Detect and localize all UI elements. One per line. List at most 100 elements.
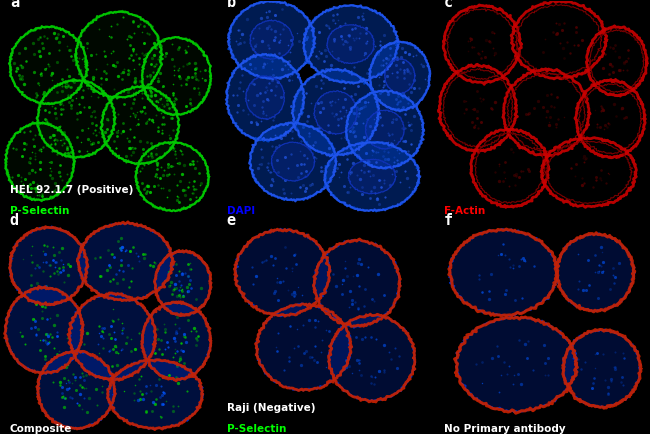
Point — [362, 69, 372, 76]
Point — [142, 182, 152, 189]
Point — [272, 274, 282, 281]
Point — [109, 138, 119, 145]
Point — [348, 128, 359, 135]
Point — [371, 196, 382, 203]
Point — [300, 348, 311, 355]
Point — [16, 173, 26, 180]
Point — [545, 114, 555, 121]
Point — [52, 88, 62, 95]
Point — [360, 99, 370, 106]
Point — [169, 63, 179, 70]
Point — [599, 126, 609, 133]
Point — [337, 104, 348, 111]
Point — [191, 64, 202, 71]
Point — [133, 23, 143, 30]
Point — [144, 72, 155, 79]
Point — [619, 114, 629, 121]
Point — [151, 111, 161, 118]
Point — [168, 145, 179, 152]
Point — [393, 105, 403, 112]
Point — [30, 299, 40, 306]
Point — [47, 148, 58, 155]
Point — [342, 39, 352, 46]
Point — [346, 168, 356, 175]
Point — [379, 342, 389, 349]
Point — [64, 72, 74, 79]
Point — [53, 271, 64, 278]
Point — [240, 95, 251, 102]
Point — [41, 339, 51, 346]
Point — [190, 342, 201, 349]
Point — [29, 324, 40, 331]
Point — [179, 47, 190, 54]
Point — [14, 76, 25, 83]
Point — [318, 105, 328, 112]
Point — [398, 68, 409, 75]
Point — [31, 301, 42, 308]
Point — [176, 269, 187, 276]
Point — [235, 79, 245, 86]
Point — [301, 167, 311, 174]
Point — [266, 175, 277, 182]
Point — [38, 144, 48, 151]
Point — [65, 393, 75, 400]
Point — [64, 385, 74, 392]
Point — [35, 148, 46, 155]
Point — [573, 250, 583, 257]
Point — [406, 88, 416, 95]
Point — [519, 257, 529, 264]
Point — [125, 277, 136, 284]
Point — [378, 82, 389, 89]
Point — [115, 245, 125, 252]
Point — [170, 151, 181, 158]
Point — [559, 55, 569, 62]
Point — [151, 159, 162, 166]
Point — [605, 286, 616, 293]
Point — [232, 108, 242, 115]
Point — [277, 6, 287, 13]
Point — [610, 364, 621, 371]
Point — [308, 141, 318, 148]
Point — [248, 102, 259, 109]
Point — [280, 61, 290, 68]
Point — [97, 328, 107, 335]
Point — [50, 186, 60, 193]
Point — [287, 290, 297, 297]
Point — [587, 384, 597, 391]
Point — [398, 58, 409, 65]
Point — [79, 104, 90, 111]
Point — [174, 353, 185, 360]
Point — [112, 21, 122, 28]
Point — [272, 169, 283, 176]
Point — [356, 167, 366, 174]
Point — [28, 39, 38, 46]
Point — [361, 40, 371, 47]
Point — [128, 110, 138, 117]
Point — [15, 329, 25, 335]
Point — [166, 115, 176, 122]
Point — [343, 188, 354, 195]
Point — [333, 17, 343, 24]
Point — [511, 170, 521, 177]
Point — [193, 84, 203, 91]
Point — [50, 110, 60, 117]
Point — [590, 351, 601, 358]
Point — [40, 356, 50, 363]
Polygon shape — [346, 90, 424, 169]
Point — [58, 130, 69, 137]
Point — [140, 250, 150, 257]
Point — [88, 108, 99, 115]
Point — [473, 115, 483, 122]
Point — [53, 249, 64, 256]
Point — [270, 132, 281, 139]
Polygon shape — [313, 240, 400, 328]
Point — [305, 353, 315, 360]
Point — [494, 161, 504, 168]
Point — [54, 265, 64, 272]
Point — [175, 283, 185, 290]
Point — [266, 58, 277, 65]
Point — [263, 45, 274, 52]
Point — [18, 256, 28, 263]
Point — [475, 98, 486, 105]
Point — [569, 42, 580, 49]
